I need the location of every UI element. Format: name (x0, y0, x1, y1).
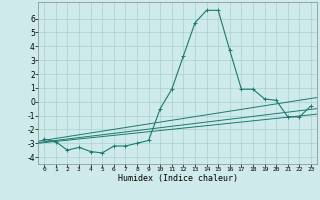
X-axis label: Humidex (Indice chaleur): Humidex (Indice chaleur) (118, 174, 238, 183)
